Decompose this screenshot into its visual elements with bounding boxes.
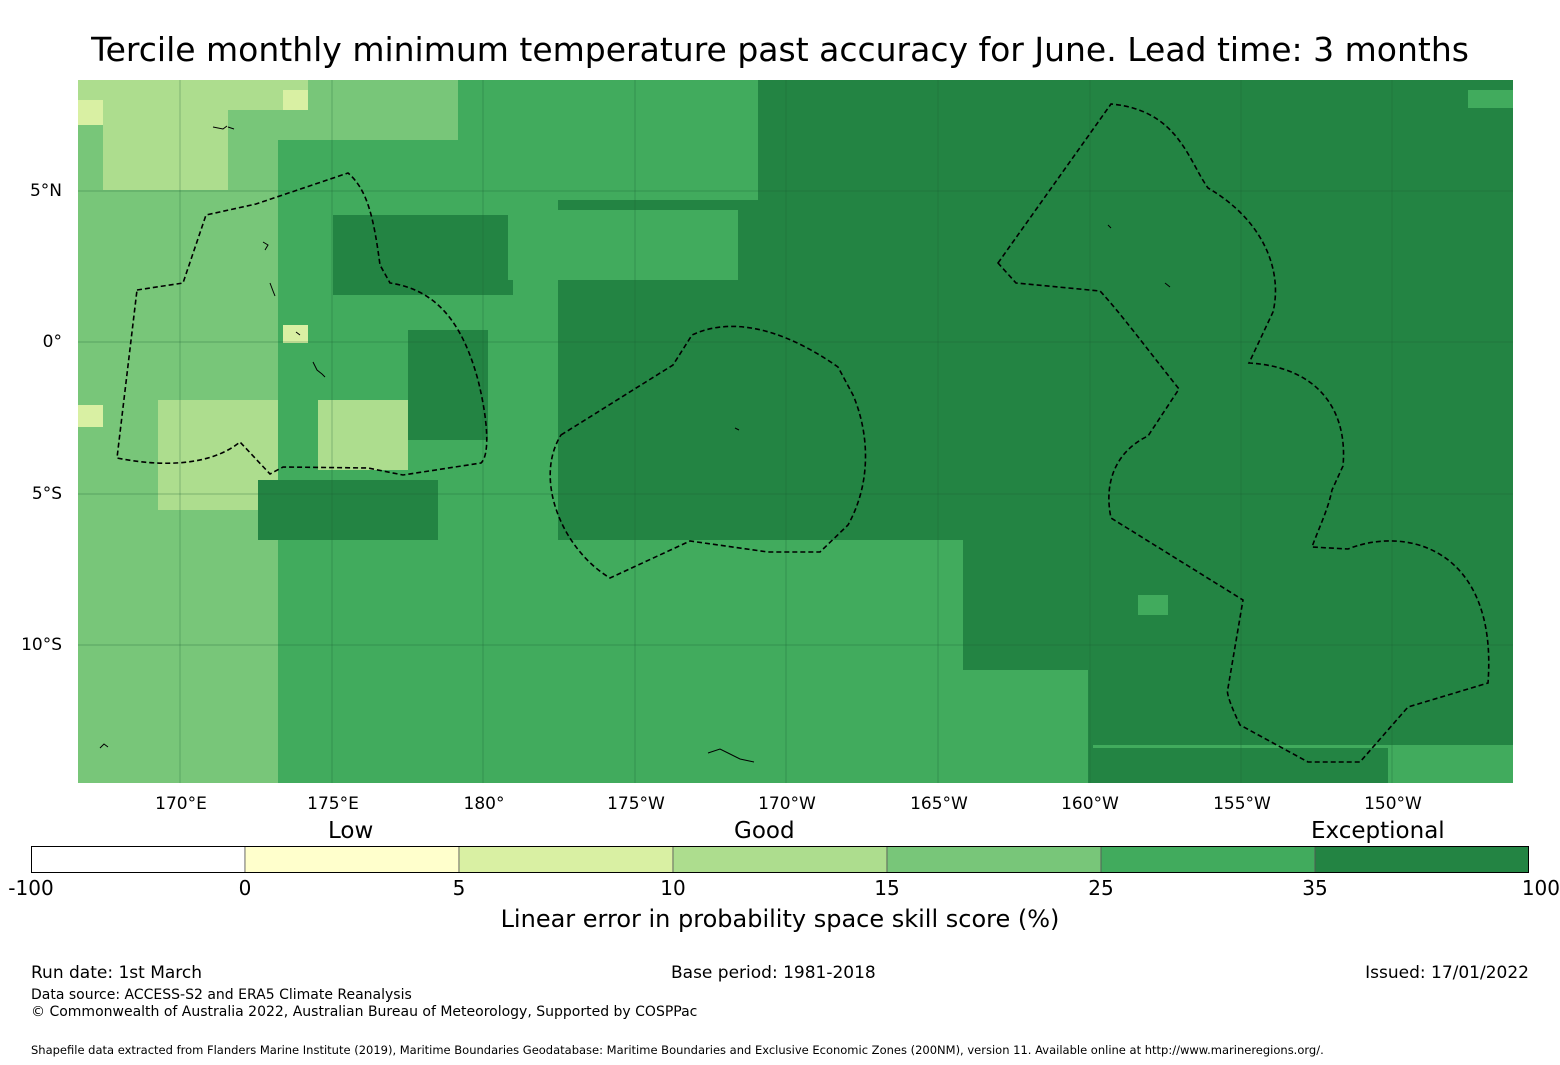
colorbar-segment: [458, 846, 674, 873]
lon-label: 170°E: [155, 794, 207, 814]
colorbar-tick: 100: [1521, 876, 1560, 900]
lat-label: 5°N: [29, 181, 62, 201]
colorbar-segment: [672, 846, 888, 873]
region-strong: [333, 215, 513, 295]
colorbar-tick: 35: [1302, 876, 1328, 900]
island: [227, 126, 235, 130]
region-low-score: [283, 90, 308, 110]
run-date: Run date: 1st March: [31, 963, 203, 983]
colorbar-segment: [886, 846, 1102, 873]
island: [734, 427, 740, 431]
eez-boundary-tokelau: [549, 325, 867, 579]
map-title: Tercile monthly minimum temperature past…: [91, 30, 1469, 69]
region-low-score: [283, 325, 308, 343]
lon-label: 155°W: [1213, 794, 1271, 814]
region-strong-patch: [1088, 748, 1388, 783]
lon-label: 165°W: [910, 794, 968, 814]
lon-label: 170°W: [758, 794, 816, 814]
region-strong: [258, 480, 438, 540]
skill-regions: [78, 80, 1513, 783]
colorbar-segment: [1314, 846, 1529, 873]
island: [1164, 282, 1171, 288]
island: [707, 748, 755, 763]
data-source: Data source: ACCESS-S2 and ERA5 Climate …: [31, 987, 412, 1003]
colorbar-tick: 10: [660, 876, 686, 900]
colorbar-segment: [244, 846, 460, 873]
base-period: Base period: 1981-2018: [671, 963, 876, 983]
region-moderate: [318, 400, 408, 470]
island: [212, 125, 228, 130]
graticule: [78, 80, 1513, 783]
region-very-good: [458, 80, 758, 200]
island: [269, 282, 276, 297]
shapefile-credit: Shapefile data extracted from Flanders M…: [31, 1043, 1324, 1057]
region-low-score: [78, 100, 103, 125]
island: [262, 241, 269, 251]
colorbar: [31, 846, 1529, 873]
colorbar-tick: 0: [238, 876, 252, 900]
lon-label: 160°W: [1061, 794, 1119, 814]
region-very-good: [888, 670, 1088, 783]
issued-date: Issued: 17/01/2022: [1365, 963, 1529, 983]
lat-label: 0°: [42, 332, 62, 352]
legend-category-low: Low: [328, 818, 374, 844]
colorbar-tick: 25: [1088, 876, 1114, 900]
colorbar-frame: [31, 846, 1529, 873]
colorbar-segment: [1100, 846, 1316, 873]
lon-label: 175°E: [307, 794, 359, 814]
skill-score-map: [78, 80, 1513, 783]
island: [312, 361, 326, 378]
colorbar-segment: [31, 846, 246, 873]
region-low-score: [78, 405, 103, 427]
lat-label: 10°S: [21, 635, 62, 655]
region-good-patch: [1138, 595, 1168, 615]
copyright: © Commonwealth of Australia 2022, Austra…: [31, 1004, 698, 1020]
colorbar-label: Linear error in probability space skill …: [500, 905, 1060, 933]
lat-label: 5°S: [31, 484, 62, 504]
legend-category-good: Good: [734, 818, 795, 844]
eez-boundary-kiribati-lines: [996, 103, 1490, 763]
island: [99, 743, 109, 749]
lon-label: 150°W: [1364, 794, 1422, 814]
region-good-patch: [1468, 90, 1513, 108]
region-moderate: [103, 100, 228, 190]
colorbar-tick: 15: [874, 876, 900, 900]
colorbar-tick: -100: [8, 876, 54, 900]
lon-label: 180°: [463, 794, 505, 814]
island: [295, 331, 301, 336]
lon-label: 175°W: [607, 794, 665, 814]
island: [1107, 224, 1112, 229]
islands: [99, 125, 1171, 763]
colorbar-tick: 5: [452, 876, 466, 900]
eez-boundaries: [116, 103, 1490, 763]
region-very-good: [483, 540, 963, 783]
region-strong: [408, 330, 488, 440]
region-good-patch: [508, 210, 738, 280]
legend-category-exceptional: Exceptional: [1311, 818, 1445, 844]
